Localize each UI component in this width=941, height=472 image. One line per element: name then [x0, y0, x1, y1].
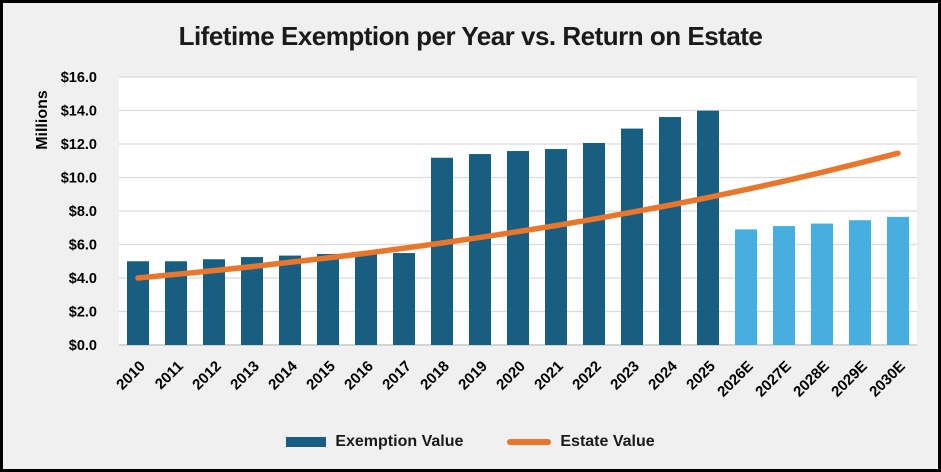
- legend-bar-swatch-icon: [286, 437, 327, 447]
- x-tick-label-2024: 2024: [645, 357, 681, 393]
- y-tick-label: $6.0: [69, 238, 97, 254]
- bar-2027E: [773, 226, 795, 345]
- x-tick-label-2017: 2017: [379, 358, 415, 394]
- bar-2010: [127, 261, 149, 345]
- x-tick-label-2019: 2019: [455, 358, 491, 394]
- x-tick-label-2029E: 2029E: [828, 358, 871, 401]
- bar-2028E: [811, 223, 833, 345]
- bar-2020: [507, 151, 529, 345]
- bar-2019: [469, 154, 491, 345]
- y-tick-label: $10.0: [61, 171, 97, 187]
- bar-2022: [583, 142, 605, 345]
- bar-2023: [621, 128, 643, 345]
- x-tick-label-2020: 2020: [493, 358, 529, 394]
- bar-2029E: [849, 220, 871, 345]
- y-tick-label: $2.0: [69, 305, 97, 321]
- bar-2030E: [887, 216, 909, 345]
- bar-2018: [431, 157, 453, 345]
- legend-item-estate: Estate Value: [507, 433, 655, 451]
- y-tick-label: $4.0: [69, 271, 97, 287]
- bar-2024: [659, 117, 681, 345]
- legend-bar-label: Exemption Value: [335, 433, 464, 450]
- bar-2011: [165, 261, 187, 345]
- x-tick-label-2011: 2011: [152, 358, 187, 393]
- y-tick-label: $14.0: [61, 104, 97, 120]
- legend-item-exemption: Exemption Value: [286, 433, 463, 451]
- x-tick-label-2023: 2023: [607, 358, 643, 394]
- bar-2012: [203, 259, 225, 345]
- bar-2026E: [735, 229, 757, 345]
- x-tick-label-2014: 2014: [265, 357, 301, 393]
- bar-2014: [279, 255, 301, 345]
- bar-2016: [355, 253, 377, 345]
- chart-title: Lifetime Exemption per Year vs. Return o…: [178, 21, 763, 51]
- x-tick-label-2013: 2013: [227, 358, 263, 394]
- bar-2025: [697, 110, 719, 345]
- y-tick-label: $16.0: [61, 70, 97, 86]
- x-tick-label-2026E: 2026E: [714, 358, 757, 401]
- y-tick-label: $0.0: [69, 338, 97, 354]
- x-tick-label-2016: 2016: [341, 358, 377, 394]
- x-tick-label-2030E: 2030E: [866, 358, 909, 401]
- legend-line-label: Estate Value: [560, 433, 655, 450]
- bar-2013: [241, 257, 263, 345]
- x-tick-label-2012: 2012: [189, 358, 225, 394]
- x-tick-label-2015: 2015: [303, 358, 339, 394]
- legend-line-swatch-icon: [507, 439, 552, 445]
- y-tick-label: $8.0: [69, 204, 97, 220]
- x-tick-label-2010: 2010: [113, 358, 149, 394]
- plot-area: $0.0 $2.0 $4.0 $6.0 $8.0 $10.0 $12.0 $14.0 $16.0…: [61, 70, 917, 401]
- y-tick-label: $12.0: [61, 137, 97, 153]
- bar-2017: [393, 253, 415, 345]
- x-tick-label-2021: 2021: [531, 358, 567, 394]
- x-tick-label-2018: 2018: [417, 358, 453, 394]
- bar-2021: [545, 149, 567, 345]
- bar-2015: [317, 254, 339, 345]
- legend: Exemption Value Estate Value: [3, 433, 938, 451]
- x-tick-label-2022: 2022: [569, 358, 605, 394]
- estate-value-line: [135, 150, 901, 281]
- x-tick-label-2027E: 2027E: [752, 358, 795, 401]
- x-tick-label-2028E: 2028E: [790, 358, 833, 401]
